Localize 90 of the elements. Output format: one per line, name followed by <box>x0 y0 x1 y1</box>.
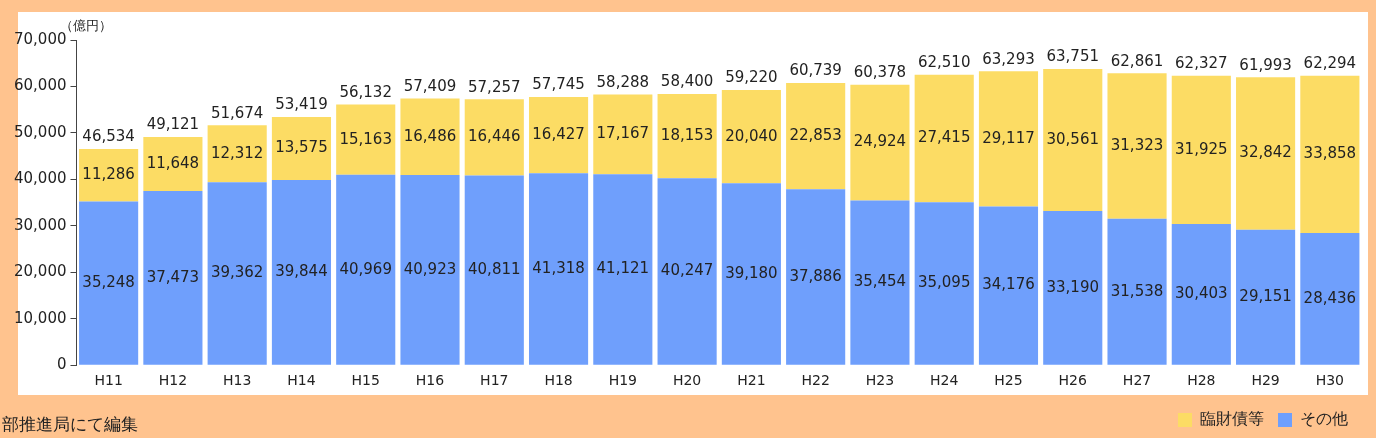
x-tick-label: H15 <box>351 372 380 389</box>
data-label: 28,436 <box>1303 288 1357 307</box>
total-label: 62,294 <box>1303 54 1357 73</box>
total-label: 60,378 <box>853 63 907 82</box>
data-label: 33,190 <box>1046 277 1100 296</box>
data-label: 31,323 <box>1110 135 1164 154</box>
total-label: 60,739 <box>789 61 842 80</box>
data-label: 30,561 <box>1046 129 1100 148</box>
data-label: 16,427 <box>532 124 585 143</box>
total-label: 61,993 <box>1239 55 1292 74</box>
data-label: 12,312 <box>210 143 264 162</box>
x-tick-label: H12 <box>158 372 188 389</box>
y-tick-label: 10,000 <box>13 308 67 327</box>
data-label: 41,318 <box>532 258 585 277</box>
legend-label: 臨財債等 <box>1200 409 1264 429</box>
y-tick-label: 50,000 <box>13 122 67 141</box>
data-label: 18,153 <box>660 125 714 144</box>
total-label: 63,751 <box>1046 47 1100 66</box>
x-tick-label: H21 <box>737 372 766 389</box>
data-label: 37,886 <box>789 266 842 285</box>
x-tick-label: H18 <box>544 372 573 389</box>
data-label: 31,538 <box>1110 281 1164 300</box>
data-label: 22,853 <box>789 126 842 144</box>
total-label: 53,419 <box>275 95 328 114</box>
text: 部推進局にて編集 <box>2 414 138 434</box>
data-label: 40,923 <box>403 259 457 278</box>
total-label: 62,510 <box>917 53 971 72</box>
x-tick-label: H26 <box>1058 372 1088 389</box>
x-tick-label: H11 <box>94 372 123 389</box>
data-label: 33,858 <box>1303 144 1357 163</box>
data-label: 35,454 <box>853 272 907 291</box>
y-tick-label: 30,000 <box>13 215 67 234</box>
total-label: 59,220 <box>725 68 778 87</box>
x-tick-label: H17 <box>480 372 509 389</box>
data-label: 11,648 <box>146 153 200 172</box>
y-tick-label: 20,000 <box>13 262 67 281</box>
x-tick-label: H29 <box>1251 372 1280 389</box>
x-tick-label: H30 <box>1315 372 1345 389</box>
data-label: 35,248 <box>82 272 135 291</box>
data-label: 37,473 <box>146 267 200 286</box>
total-label: 63,293 <box>982 49 1035 68</box>
data-label: 39,844 <box>275 262 328 281</box>
legend-label: その他 <box>1300 409 1348 429</box>
data-label: 17,167 <box>596 124 650 143</box>
data-label: 41,121 <box>596 259 650 278</box>
data-label: 35,095 <box>917 273 971 292</box>
data-label: 16,446 <box>468 127 521 146</box>
data-label: 40,247 <box>660 261 714 280</box>
data-label: 40,811 <box>468 260 521 279</box>
total-label: 51,674 <box>210 103 264 122</box>
x-tick-label: H20 <box>672 372 702 389</box>
x-tick-label: H19 <box>608 372 637 389</box>
x-tick-label: H28 <box>1187 372 1216 389</box>
data-label: 39,362 <box>210 263 264 282</box>
x-tick-label: H16 <box>415 372 445 389</box>
data-label: 30,403 <box>1175 284 1228 303</box>
data-label: 40,969 <box>339 259 392 278</box>
data-label: 29,151 <box>1239 287 1292 306</box>
data-label: 16,486 <box>403 126 457 145</box>
data-label: 13,575 <box>275 138 328 157</box>
data-label: 24,924 <box>853 132 907 151</box>
total-label: 46,534 <box>82 127 135 146</box>
data-label: 20,040 <box>725 126 778 145</box>
x-tick-label: H27 <box>1122 372 1152 389</box>
x-tick-label: H24 <box>930 372 959 389</box>
data-label: 31,925 <box>1175 139 1228 158</box>
total-label: 49,121 <box>146 115 200 134</box>
x-tick-label: H25 <box>994 372 1023 389</box>
total-label: 57,409 <box>403 76 457 95</box>
x-tick-label: H13 <box>223 372 252 389</box>
data-label: 39,180 <box>725 263 778 282</box>
total-label: 62,861 <box>1110 51 1164 70</box>
y-tick-label: 0 <box>56 355 67 374</box>
total-label: 58,400 <box>660 72 714 91</box>
x-tick-label: H22 <box>801 372 830 389</box>
data-label: 32,842 <box>1239 143 1292 162</box>
data-label: 29,117 <box>982 128 1035 147</box>
total-label: 57,257 <box>468 77 521 96</box>
x-tick-label: H14 <box>287 372 316 389</box>
total-label: 57,745 <box>532 75 585 94</box>
data-label: 11,286 <box>82 165 135 184</box>
y-tick-label: 40,000 <box>13 169 67 188</box>
total-label: 56,132 <box>339 82 392 101</box>
data-label: 34,176 <box>982 275 1035 294</box>
total-label: 62,327 <box>1175 54 1228 73</box>
x-tick-label: H23 <box>865 372 895 389</box>
y-tick-label: 60,000 <box>13 76 67 95</box>
data-label: 15,163 <box>339 129 392 148</box>
data-label: 27,415 <box>917 128 971 147</box>
total-label: 58,288 <box>596 72 650 91</box>
